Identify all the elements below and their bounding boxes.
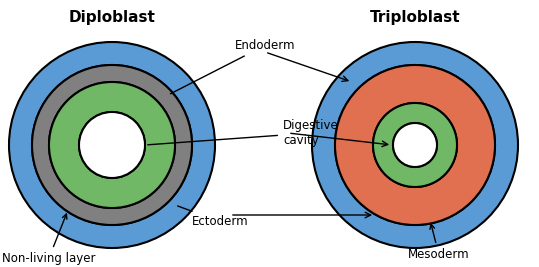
Circle shape <box>335 65 495 225</box>
Text: Mesoderm: Mesoderm <box>408 224 469 261</box>
Circle shape <box>9 42 215 248</box>
Circle shape <box>32 65 192 225</box>
Circle shape <box>373 103 457 187</box>
Circle shape <box>393 123 437 167</box>
Circle shape <box>49 82 175 208</box>
Text: Endoderm: Endoderm <box>170 39 295 94</box>
Text: Diploblast: Diploblast <box>68 10 155 25</box>
Circle shape <box>312 42 518 248</box>
Text: Non-living layer: Non-living layer <box>2 214 95 265</box>
Circle shape <box>49 82 175 208</box>
Circle shape <box>79 112 145 178</box>
Text: Ectoderm: Ectoderm <box>178 206 248 228</box>
Circle shape <box>393 123 437 167</box>
Circle shape <box>373 103 457 187</box>
Text: Digestive
cavity: Digestive cavity <box>148 119 338 147</box>
Text: Triploblast: Triploblast <box>370 10 460 25</box>
Circle shape <box>32 65 192 225</box>
Circle shape <box>335 65 495 225</box>
Circle shape <box>79 112 145 178</box>
